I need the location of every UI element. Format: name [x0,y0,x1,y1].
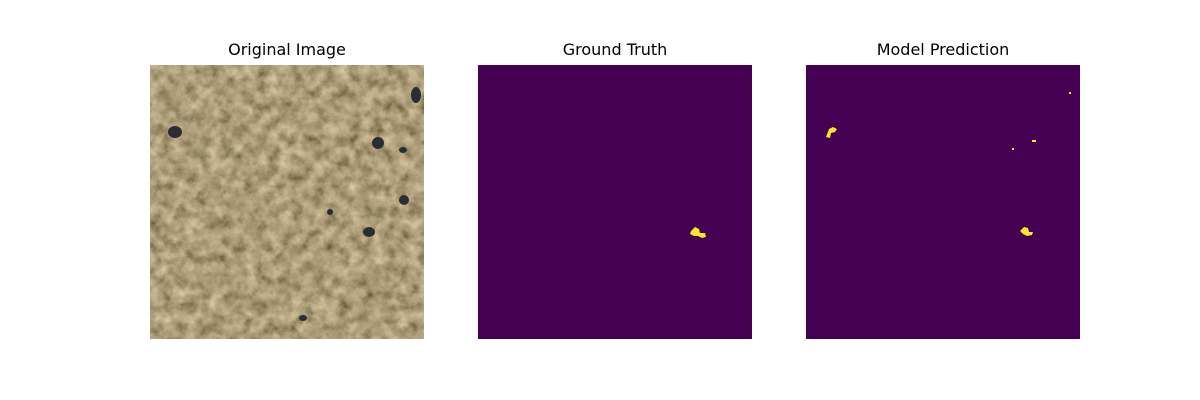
ground-truth-mask [478,65,752,339]
predicted-speck-2 [1032,140,1036,142]
original-image [150,65,424,339]
tissue-shading [150,65,424,339]
model-prediction-panel: Model Prediction [806,38,1080,339]
ground-truth-title: Ground Truth [562,40,668,59]
model-prediction-mask [806,65,1080,339]
original-image-title: Original Image [228,40,346,59]
predicted-lesion-left [826,127,837,138]
predicted-lesion-right [1020,227,1033,236]
mask-background [806,65,1080,339]
model-prediction-title: Model Prediction [876,40,1010,59]
mask-background [478,65,752,339]
predicted-speck-3 [1012,148,1014,150]
ground-truth-panel: Ground Truth [478,38,752,339]
predicted-speck-1 [1069,92,1071,94]
ground-truth-lesion [690,227,706,238]
dark-nuclei [168,87,421,321]
original-image-panel: Original Image [150,38,424,339]
